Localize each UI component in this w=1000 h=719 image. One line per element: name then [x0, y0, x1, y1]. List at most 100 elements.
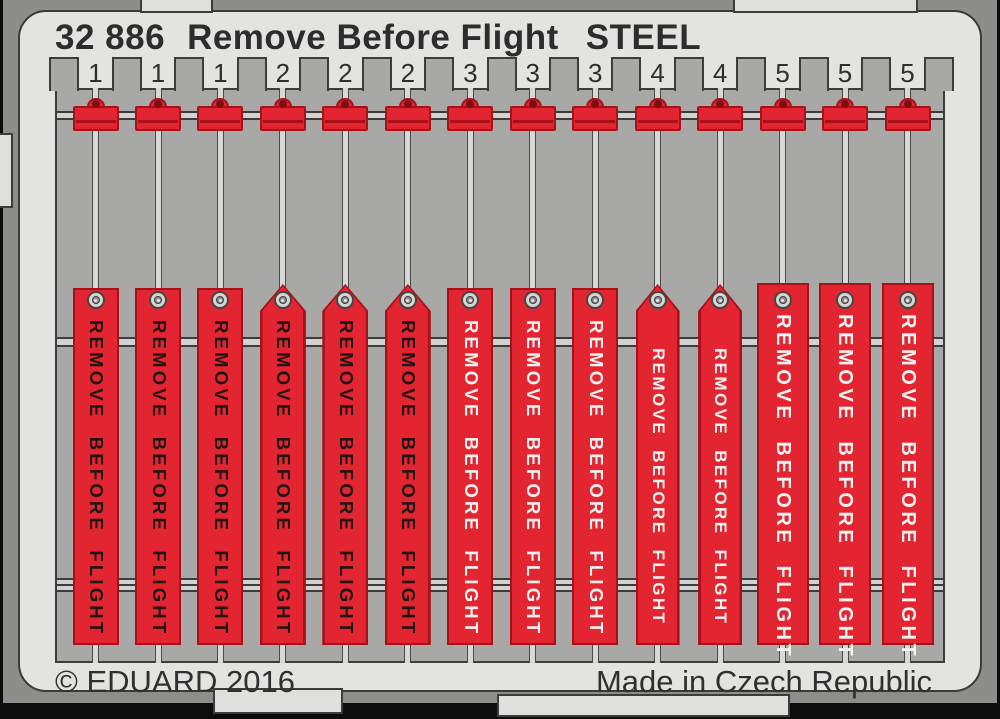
attachment-stub	[779, 645, 787, 663]
attachment-tab	[673, 57, 704, 91]
mini-flag-seam	[75, 120, 116, 123]
banner-text: REMOVE BEFORE FLIGHT	[335, 320, 357, 637]
rbf-banner	[756, 283, 809, 645]
banner-text: REMOVE BEFORE FLIGHT	[273, 320, 295, 637]
lanyard-wire	[779, 130, 787, 300]
banner-grommet-hole	[593, 298, 597, 302]
attachment-tab	[923, 57, 954, 91]
part-number-label: 1	[150, 58, 166, 88]
mini-flag-seam	[138, 120, 178, 123]
support-rail-lower	[57, 578, 943, 592]
mini-flag-seam	[575, 120, 616, 123]
lanyard-wire	[529, 130, 537, 300]
flag-column: REMOVE BEFORE FLIGHT	[878, 88, 938, 663]
mini-flag	[322, 106, 369, 131]
attachment-stub	[654, 88, 662, 107]
mini-flag-grommet	[778, 100, 787, 108]
product-name: Remove Before Flight	[187, 18, 559, 57]
rbf-banner	[322, 284, 369, 645]
banner-grommet-hole	[406, 298, 410, 302]
mini-flag-seam	[700, 120, 741, 123]
banner-grommet-hole	[656, 298, 660, 302]
attachment-stub	[716, 88, 724, 107]
mini-flag-grommet	[591, 100, 600, 108]
mini-flag	[384, 106, 431, 131]
rbf-banner-face	[262, 286, 304, 643]
mini-flag-grommet	[91, 100, 100, 108]
mini-flag	[697, 106, 744, 131]
material-label: STEEL	[585, 18, 702, 57]
flag-column: REMOVE BEFORE FLIGHT	[315, 88, 375, 663]
part-number-label: 1	[88, 58, 103, 88]
lanyard-wire	[216, 130, 224, 300]
mini-flag-grommet	[653, 100, 662, 108]
rbf-banner-face	[387, 286, 429, 643]
attachment-stub	[716, 645, 724, 663]
banner-grommet-ring	[528, 296, 537, 304]
rbf-banner	[881, 283, 934, 645]
mini-flag	[884, 106, 931, 131]
rbf-banner	[259, 284, 306, 645]
edge-tab	[733, 0, 918, 13]
attachment-stub	[404, 645, 412, 663]
banner-grommet	[898, 291, 917, 309]
attachment-stub	[841, 88, 849, 107]
mini-flag	[759, 106, 806, 131]
rbf-banner-face	[638, 286, 678, 643]
attachment-stub	[466, 645, 474, 663]
edge-tab	[140, 0, 213, 13]
edge-tab	[0, 133, 13, 208]
rbf-banner	[447, 288, 494, 645]
banner-grommet-hole	[281, 298, 285, 302]
rbf-banner	[819, 283, 871, 645]
mini-flag-seam	[825, 120, 865, 123]
lanyard-wire	[279, 130, 287, 300]
banner-grommet	[773, 291, 792, 309]
flag-column: REMOVE BEFORE FLIGHT	[66, 88, 126, 663]
flag-column: REMOVE BEFORE FLIGHT	[440, 88, 500, 663]
lanyard-wire	[341, 130, 349, 300]
part-number-label: 2	[400, 58, 416, 88]
attachment-stub	[591, 88, 599, 107]
banner-grommet	[586, 291, 605, 309]
part-number-label: 2	[338, 58, 353, 88]
banner-grommet-hole	[531, 298, 535, 302]
edge-tab	[213, 688, 343, 714]
attachment-stub	[904, 645, 911, 663]
mini-flag	[822, 106, 868, 131]
mini-flag-grommet	[403, 100, 412, 108]
attachment-stub	[904, 88, 911, 107]
part-number-label: 2	[275, 58, 291, 88]
banner-grommet-ring	[278, 296, 287, 304]
attachment-stub	[654, 645, 662, 663]
mini-flag	[72, 106, 119, 131]
mini-flag-grommet	[278, 100, 287, 108]
part-number-label: 5	[837, 58, 853, 88]
banner-text: REMOVE BEFORE FLIGHT	[523, 320, 545, 637]
mini-flag-seam	[200, 120, 241, 123]
attachment-stub	[216, 645, 224, 663]
attachment-tab	[111, 57, 142, 91]
attachment-tab	[174, 57, 205, 91]
scan-edge-left	[0, 0, 3, 719]
attachment-tab	[798, 57, 829, 91]
mini-flag	[572, 106, 619, 131]
banner-grommet-ring	[841, 296, 849, 304]
attachment-stub	[466, 88, 474, 107]
rbf-banner	[635, 284, 680, 645]
banner-grommet-hole	[906, 298, 909, 302]
mini-flag-seam	[887, 120, 928, 123]
rbf-banner-face	[324, 286, 366, 643]
attachment-stub	[279, 88, 287, 107]
part-number-label: 4	[650, 58, 665, 88]
mini-flag	[259, 106, 306, 131]
banner-grommet-ring	[903, 296, 912, 304]
flag-column: REMOVE BEFORE FLIGHT	[253, 88, 313, 663]
part-number-label: 3	[463, 58, 478, 88]
banner-grommet-ring	[216, 296, 225, 304]
attachment-stub	[92, 88, 99, 107]
flag-column: REMOVE BEFORE FLIGHT	[753, 88, 813, 663]
rbf-banner-face	[700, 286, 740, 643]
attachment-tab	[549, 57, 579, 91]
